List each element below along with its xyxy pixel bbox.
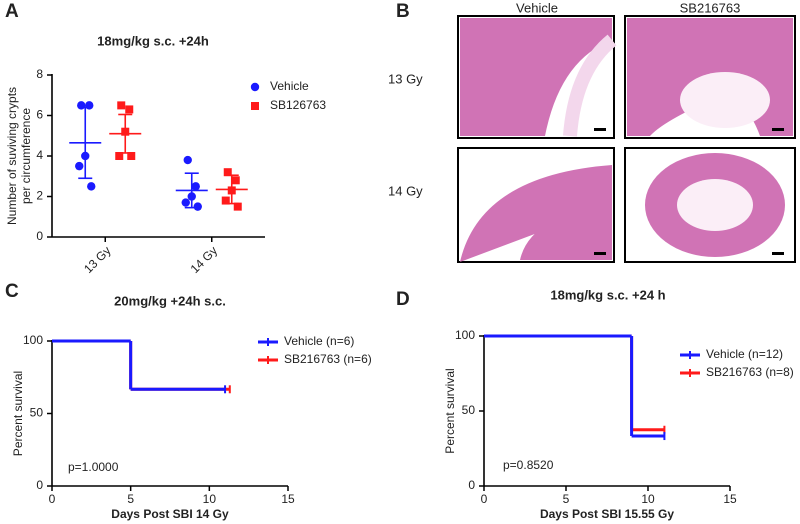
data-point	[233, 202, 242, 211]
legend-label: Vehicle (n=6)	[284, 334, 354, 348]
y-axis-label: Percent survival	[443, 368, 457, 453]
data-point	[115, 152, 124, 160]
legend-label: SB216763 (n=6)	[284, 352, 372, 366]
error-bar	[215, 174, 248, 205]
x-tick-label: 15	[723, 492, 737, 506]
column-label: Vehicle	[516, 0, 558, 15]
x-axis-label: Days Post SBI 14 Gy	[111, 507, 229, 521]
panel-label: C	[5, 281, 19, 302]
data-point	[75, 161, 84, 171]
x-tick-label: 10	[203, 492, 217, 506]
x-tick-label: 10	[641, 492, 655, 506]
data-point	[125, 105, 134, 114]
legend-label: SB216763 (n=8)	[706, 365, 794, 379]
chart-title: 18mg/kg s.c. +24 h	[550, 287, 665, 302]
micrograph	[457, 15, 617, 139]
row-label: 14 Gy	[388, 183, 423, 198]
x-axis-label: Days Post SBI 15.55 Gy	[540, 507, 674, 521]
data-point	[181, 198, 190, 207]
legend-label: Vehicle	[270, 79, 309, 93]
x-tick-label: 13 Gy	[81, 243, 114, 276]
annotation: p=0.8520	[503, 458, 554, 472]
panel-label: D	[396, 289, 410, 310]
data-point	[117, 101, 126, 110]
error-bar	[175, 172, 208, 209]
data-point	[221, 196, 230, 205]
chart-title: 20mg/kg +24h s.c.	[114, 293, 226, 308]
y-axis-label-line: per circumference	[19, 108, 33, 204]
error-bar	[69, 106, 102, 180]
y-tick-label: 0	[468, 478, 475, 492]
y-tick-label: 6	[36, 108, 43, 122]
data-point	[85, 101, 94, 110]
x-tick-label: 14 Gy	[188, 243, 221, 276]
legend-label: SB126763	[270, 98, 326, 112]
x-tick-label: 0	[49, 492, 56, 506]
y-tick-label: 8	[36, 67, 43, 81]
y-tick-label: 2	[36, 189, 43, 203]
y-tick-label: 100	[455, 328, 475, 342]
y-axis-label: Number of suviving cryptsper circumferen…	[5, 87, 33, 225]
column-label: SB216763	[680, 0, 741, 15]
x-tick-label: 0	[481, 492, 488, 506]
row-label: 13 Gy	[388, 71, 423, 86]
micrograph	[624, 15, 796, 139]
data-point	[183, 155, 192, 165]
y-axis-label: Percent survival	[11, 371, 25, 456]
chart-title: 18mg/kg s.c. +24h	[97, 33, 209, 48]
data-point	[127, 152, 136, 160]
panel-label: B	[396, 1, 410, 22]
x-tick-label: 15	[281, 492, 295, 506]
data-point	[193, 202, 202, 211]
error-bar	[109, 113, 142, 154]
x-tick-label: 5	[563, 492, 570, 506]
data-point	[191, 182, 200, 191]
y-tick-label: 100	[23, 333, 43, 347]
y-tick-label: 4	[36, 148, 43, 162]
data-point	[231, 176, 240, 185]
y-axis-label-line: Number of suviving crypts	[5, 87, 19, 225]
y-tick-label: 0	[36, 478, 43, 492]
x-tick-label: 5	[127, 492, 134, 506]
y-tick-label: 50	[30, 406, 44, 420]
micrograph	[624, 147, 796, 263]
y-tick-label: 0	[36, 229, 43, 243]
data-point	[87, 182, 96, 191]
micrograph	[457, 147, 615, 263]
legend-marker	[250, 82, 260, 92]
panel-label: A	[5, 1, 19, 22]
y-tick-label: 50	[462, 403, 476, 417]
data-point	[223, 168, 232, 177]
legend-marker	[251, 102, 259, 110]
data-point	[77, 101, 86, 110]
annotation: p=1.0000	[68, 460, 119, 474]
legend-label: Vehicle (n=12)	[706, 347, 783, 361]
